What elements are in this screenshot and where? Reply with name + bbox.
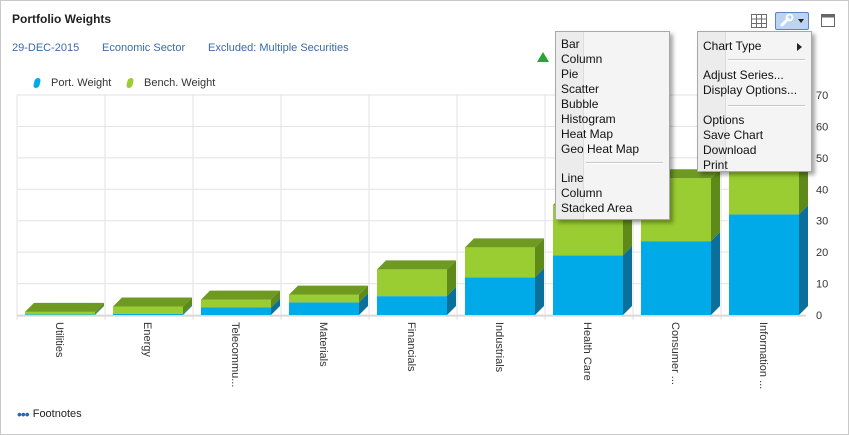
bar-bench (201, 299, 271, 308)
legend-item-port[interactable]: Port. Weight (32, 77, 112, 89)
menu-item-heat-map[interactable]: Heat Map (561, 127, 614, 141)
bar-bench (289, 294, 359, 303)
menu-gutter (556, 32, 584, 219)
bar-port-side (359, 293, 368, 315)
bar-port-side (95, 305, 104, 315)
bar-port-side (623, 246, 632, 315)
bar-bench (25, 311, 95, 315)
menu-item-download[interactable]: Download (703, 143, 757, 157)
bar-port (289, 302, 359, 315)
legend-label-port: Port. Weight (51, 77, 112, 89)
window-icon[interactable] (821, 14, 835, 27)
menu-item-stacked-area[interactable]: Stacked Area (561, 201, 633, 215)
bar-bench (465, 247, 535, 278)
menu-item-options[interactable]: Options (703, 113, 745, 127)
menu-item-adjust-series[interactable]: Adjust Series... (703, 68, 784, 82)
bar-port (641, 241, 711, 315)
menu-item-line[interactable]: Line (561, 171, 584, 185)
footnotes-link[interactable]: ••• Footnotes (17, 406, 82, 422)
bar-port (25, 314, 95, 315)
x-tick-label: Information ... (757, 322, 769, 389)
grouping-label[interactable]: Economic Sector (102, 42, 186, 54)
x-tick-label: Financials (405, 322, 417, 372)
menu-item-histogram[interactable]: Histogram (561, 112, 616, 126)
y-tick-label: 0 (816, 310, 822, 322)
menu-item-bar[interactable]: Bar (561, 37, 580, 51)
menu-item-column[interactable]: Column (561, 52, 603, 66)
legend-item-bench[interactable]: Bench. Weight (125, 77, 216, 89)
bar-bench-side (447, 260, 456, 297)
menu-separator (728, 105, 805, 107)
menu-item-chart-type[interactable]: Chart Type (703, 39, 807, 54)
bar-port (113, 313, 183, 315)
x-tick-label: Consumer ... (669, 322, 681, 385)
bar-bench-side (535, 238, 544, 278)
menu-item-display-options[interactable]: Display Options... (703, 83, 798, 97)
as-of-date: 29-DEC-2015 (12, 42, 80, 54)
bar-port-side (535, 268, 544, 315)
bar-bench-side (183, 297, 192, 314)
bar-bench-side (359, 285, 368, 303)
wrench-icon (780, 13, 794, 27)
y-tick-label: 10 (816, 279, 828, 291)
legend-label-bench: Bench. Weight (144, 77, 216, 89)
y-tick-label: 60 (816, 121, 828, 133)
menu-item-print[interactable]: Print (703, 158, 728, 172)
bar-top (201, 290, 280, 300)
menu-item-scatter[interactable]: Scatter (561, 82, 600, 96)
chart-type-menu: Bar Column Pie Scatter Bubble Histogram Heat M… (555, 31, 670, 220)
bar-bench-side (271, 290, 280, 308)
x-tick-label: Industrials (493, 322, 505, 373)
bar-port-side (447, 287, 456, 315)
bar-port (377, 296, 447, 315)
grid-icon[interactable] (751, 14, 767, 28)
bar-port (465, 277, 535, 315)
x-tick-label: Utilities (53, 322, 65, 358)
menu-item-label: Chart Type (703, 39, 762, 53)
y-tick-label: 70 (816, 90, 828, 102)
bar-top (289, 285, 368, 295)
bar-port-side (799, 205, 808, 315)
y-tick-label: 20 (816, 247, 828, 259)
y-tick-label: 50 (816, 153, 828, 165)
bar-port-side (183, 304, 192, 315)
chevron-right-icon (797, 43, 802, 51)
bar-top (377, 260, 456, 270)
x-tick-label: Health Care (581, 322, 593, 381)
menu-item-save-chart[interactable]: Save Chart (703, 128, 764, 142)
bar-top (113, 297, 192, 307)
dots-icon: ••• (17, 406, 30, 422)
x-tick-label: Materials (317, 322, 329, 367)
page-title: Portfolio Weights (12, 12, 112, 26)
menu-separator (728, 59, 805, 61)
menu-item-bubble[interactable]: Bubble (561, 97, 599, 111)
bar-top (465, 238, 544, 248)
bar-bench (113, 306, 183, 314)
up-triangle-icon (537, 52, 549, 62)
y-tick-label: 30 (816, 216, 828, 228)
footnotes-label: Footnotes (32, 408, 82, 420)
menu-item-pie[interactable]: Pie (561, 67, 579, 81)
bar-bench-side (95, 302, 104, 315)
bar-top (25, 302, 104, 312)
chart-options-button[interactable] (775, 12, 809, 30)
menu-item-column[interactable]: Column (561, 186, 603, 200)
bar-port (201, 307, 271, 315)
menu-separator (586, 162, 663, 164)
bar-bench (377, 269, 447, 297)
bar-bench-side (711, 169, 720, 242)
bar-port-side (711, 232, 720, 315)
x-tick-label: Telecommu... (229, 322, 241, 387)
chevron-down-icon (798, 19, 804, 23)
menu-item-geo-heat-map[interactable]: Geo Heat Map (561, 142, 640, 156)
chart-options-menu: Chart Type Adjust Series... Display Opti… (697, 31, 812, 172)
x-tick-label: Energy (141, 322, 153, 357)
bar-port (729, 214, 799, 315)
bar-port (553, 255, 623, 315)
menu-gutter (698, 32, 726, 171)
y-tick-label: 40 (816, 184, 828, 196)
bar-port-side (271, 298, 280, 315)
exclusion-label[interactable]: Excluded: Multiple Securities (208, 42, 349, 54)
